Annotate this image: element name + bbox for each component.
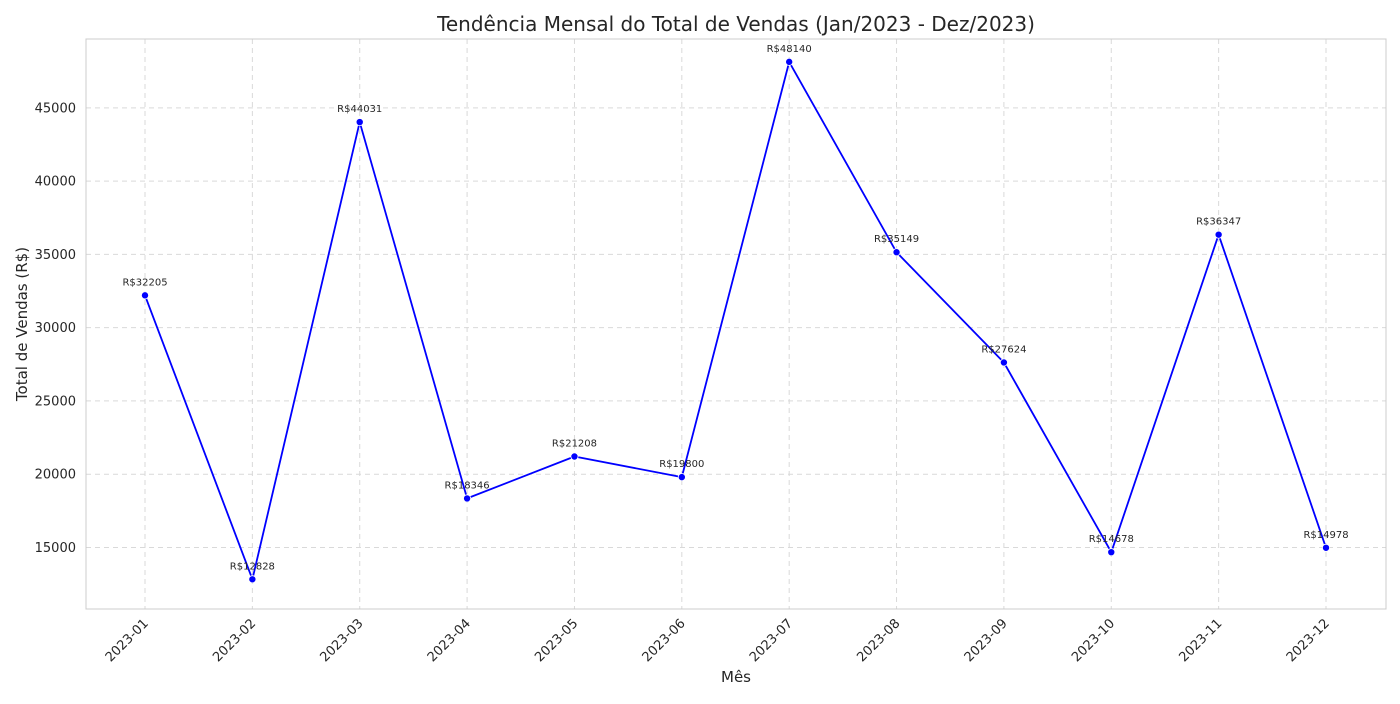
y-tick-label: 35000	[35, 248, 76, 263]
x-tick-label: 2023-03	[318, 616, 367, 665]
x-tick-label: 2023-07	[747, 616, 796, 665]
data-point	[248, 575, 257, 584]
chart-title: Tendência Mensal do Total de Vendas (Jan…	[436, 12, 1035, 36]
data-label: R$12828	[230, 561, 275, 572]
data-point	[355, 118, 364, 127]
y-tick-label: 30000	[35, 321, 76, 336]
y-tick-label: 20000	[35, 468, 76, 483]
data-point	[677, 473, 686, 482]
x-tick-label: 2023-10	[1069, 616, 1118, 665]
data-label: R$35149	[874, 234, 919, 245]
y-axis-label: Total de Vendas (R$)	[13, 247, 31, 402]
x-tick-label: 2023-02	[210, 616, 259, 665]
data-label: R$18346	[445, 480, 490, 491]
data-label: R$32205	[122, 277, 167, 288]
x-tick-label: 2023-11	[1176, 616, 1225, 665]
x-tick-label: 2023-06	[640, 616, 689, 665]
x-tick-label: 2023-01	[103, 616, 152, 665]
data-label: R$14678	[1089, 534, 1134, 545]
data-label-layer: R$32205 R$12828 R$44031 R$18346 R$21208 R$198…	[122, 44, 1348, 572]
data-label: R$14978	[1303, 530, 1348, 541]
data-label: R$27624	[981, 344, 1026, 355]
data-point	[140, 291, 149, 300]
x-tick-layer: 2023-01 2023-02 2023-03 2023-04 2023-05 2023-…	[103, 616, 1333, 665]
y-tick-label: 45000	[35, 101, 76, 116]
data-point	[892, 248, 901, 257]
data-label: R$36347	[1196, 217, 1241, 228]
data-point	[1322, 543, 1331, 552]
plot-area-frame	[85, 38, 1387, 610]
marker-layer	[140, 57, 1331, 584]
x-tick-label: 2023-12	[1284, 616, 1333, 665]
data-label: R$48140	[767, 44, 812, 55]
series-layer	[144, 61, 1327, 581]
data-label: R$21208	[552, 438, 597, 449]
y-tick-label: 40000	[35, 175, 76, 190]
x-tick-label: 2023-05	[532, 616, 581, 665]
data-point	[463, 494, 472, 503]
data-point	[570, 452, 579, 461]
data-point	[1214, 230, 1223, 239]
y-tick-layer: 15000 20000 25000 30000 35000 40000 45000	[35, 101, 76, 556]
data-label: R$19800	[659, 459, 704, 470]
grid-layer	[86, 39, 1386, 609]
y-tick-label: 25000	[35, 394, 76, 409]
data-point	[1107, 548, 1116, 557]
data-point	[785, 57, 794, 66]
x-tick-label: 2023-09	[962, 616, 1011, 665]
data-point	[999, 358, 1008, 367]
x-tick-label: 2023-04	[425, 616, 474, 665]
y-tick-label: 15000	[35, 541, 76, 556]
x-tick-label: 2023-08	[854, 616, 903, 665]
series-line	[144, 61, 1327, 581]
x-axis-label: Mês	[721, 668, 751, 686]
data-label: R$44031	[337, 104, 382, 115]
